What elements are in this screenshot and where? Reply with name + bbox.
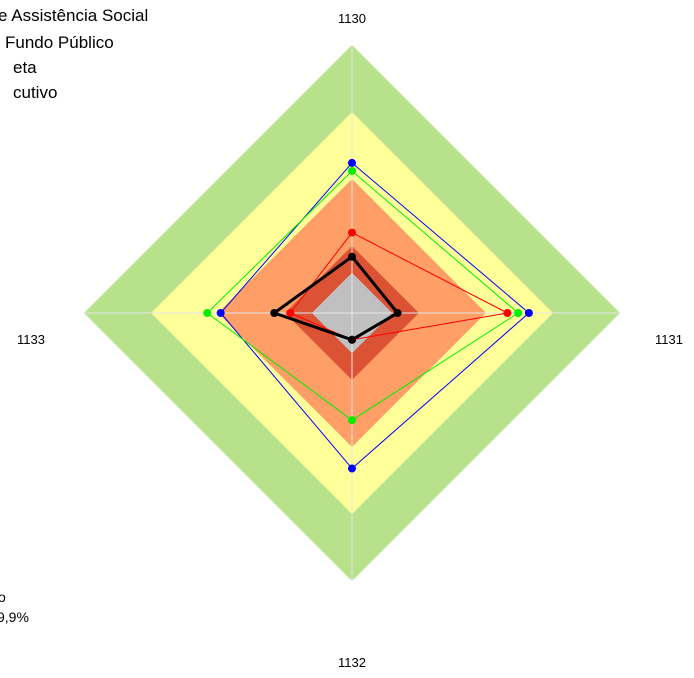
series-point-4-1132	[348, 335, 356, 344]
series-point-1-1131	[524, 309, 533, 317]
series-point-2-1131	[514, 309, 523, 317]
axis-label-1132: 1132	[338, 655, 366, 670]
axis-spokes	[84, 45, 620, 581]
series-point-2-1132	[348, 416, 356, 425]
axis-label-1130: 1130	[338, 11, 366, 26]
axis-labels: 1130 1131 1132 1133	[17, 11, 683, 670]
legend-entry-1: e Assistência Social	[0, 6, 148, 25]
data-series	[203, 158, 533, 473]
footnote-line-1: o	[0, 589, 6, 605]
series-point-3-1130	[348, 228, 356, 237]
series-point-1-1130	[348, 158, 356, 167]
series-point-1-1132	[348, 464, 356, 473]
series-point-1-1133	[216, 309, 225, 317]
legend-entry-3: eta	[13, 58, 37, 77]
legend-entry-4: cutivo	[13, 83, 57, 102]
legend-entry-2: Fundo Público	[5, 33, 114, 52]
axis-label-1131: 1131	[655, 332, 683, 347]
series-point-2-1130	[348, 166, 356, 175]
axis-label-1133: 1133	[17, 332, 45, 347]
series-point-4-1133	[270, 309, 279, 317]
series-point-3-1133	[286, 309, 295, 317]
footnote: o 9,9%	[0, 589, 29, 625]
legend: e Assistência Social Fundo Público eta cuti…	[0, 6, 148, 102]
series-point-2-1133	[203, 309, 212, 317]
series-point-4-1131	[393, 309, 402, 317]
series-point-3-1131	[503, 309, 512, 317]
series-point-4-1130	[348, 252, 356, 261]
footnote-line-2: 9,9%	[0, 609, 29, 625]
